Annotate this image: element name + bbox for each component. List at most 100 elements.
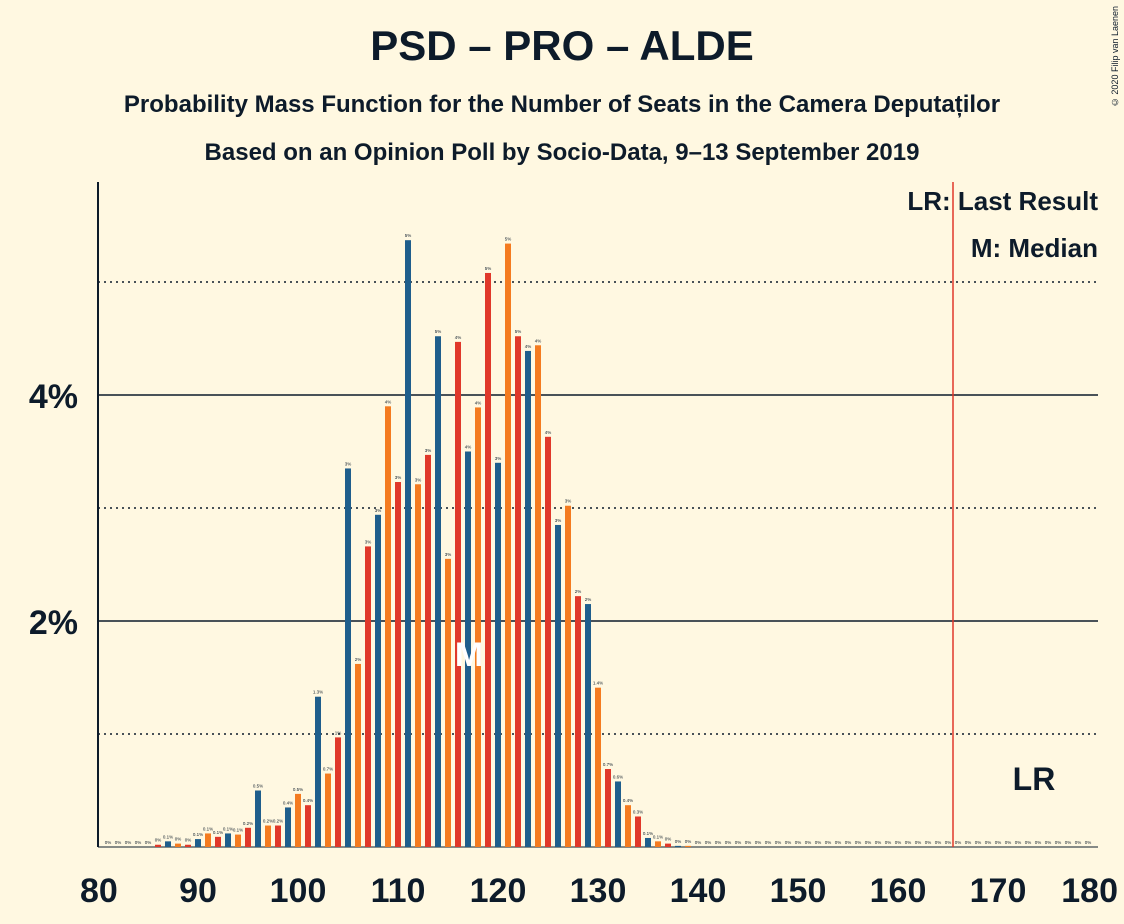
- x-tick-label: 140: [670, 872, 727, 910]
- bar-label-163: 0%: [925, 840, 932, 845]
- bar-label-114: 5%: [435, 329, 442, 334]
- bar-label-160: 0%: [895, 840, 902, 845]
- bar-label-87: 0.1%: [163, 834, 173, 839]
- bar-label-107: 3%: [365, 539, 372, 544]
- bar-label-148: 0%: [775, 840, 782, 845]
- bar-label-93: 0.1%: [223, 826, 233, 831]
- x-tick-label: 110: [371, 872, 426, 910]
- bar-label-150: 0%: [795, 840, 802, 845]
- bar-label-90: 0.1%: [193, 832, 203, 837]
- x-tick-label: 120: [470, 872, 527, 910]
- bar-label-168: 0%: [975, 840, 982, 845]
- bar-label-105: 3%: [345, 461, 352, 466]
- bar-114: [435, 336, 441, 847]
- bar-90: [195, 839, 201, 847]
- bar-107: [365, 546, 371, 847]
- y-tick-label: 4%: [29, 378, 78, 416]
- bar-label-97: 0.2%: [263, 819, 273, 824]
- bar-115: [445, 558, 451, 847]
- chart-subtitle-poll: Based on an Opinion Poll by Socio-Data, …: [204, 139, 920, 166]
- bar-118: [475, 407, 481, 847]
- bar-label-121: 5%: [505, 237, 512, 242]
- bar-label-82: 0%: [115, 840, 122, 845]
- bar-105: [345, 468, 351, 847]
- bar-label-156: 0%: [855, 840, 862, 845]
- chart-subtitle: Probability Mass Function for the Number…: [123, 91, 1001, 118]
- bar-label-119: 5%: [485, 266, 492, 271]
- bar-108: [375, 514, 381, 847]
- bar-130: [595, 687, 601, 847]
- bar-135: [645, 837, 651, 847]
- bar-label-147: 0%: [765, 840, 772, 845]
- bar-label-123: 4%: [525, 344, 532, 349]
- bar-label-84: 0%: [135, 840, 142, 845]
- bar-label-171: 0%: [1005, 840, 1012, 845]
- bar-label-146: 0%: [755, 840, 762, 845]
- legend-median: M: Median: [971, 233, 1098, 263]
- bar-label-100: 0.5%: [293, 787, 303, 792]
- bar-label-179: 0%: [1085, 840, 1092, 845]
- bar-label-91: 0.1%: [203, 826, 213, 831]
- bar-label-158: 0%: [875, 840, 882, 845]
- bar-99: [285, 807, 291, 847]
- bar-label-81: 0%: [105, 840, 112, 845]
- bar-label-95: 0.2%: [243, 821, 253, 826]
- bar-86: [155, 844, 161, 847]
- bar-label-154: 0%: [835, 840, 842, 845]
- x-tick-label: 150: [770, 872, 827, 910]
- bar-111: [405, 240, 411, 847]
- bar-label-117: 4%: [465, 445, 472, 450]
- bar-label-124: 4%: [535, 338, 542, 343]
- bar-label-92: 0.1%: [213, 830, 223, 835]
- bar-label-157: 0%: [865, 840, 872, 845]
- bar-label-140: 0%: [695, 840, 702, 845]
- bar-93: [225, 833, 231, 847]
- bar-label-176: 0%: [1055, 840, 1062, 845]
- chart-title: PSD – PRO – ALDE: [370, 22, 754, 69]
- bar-label-167: 0%: [965, 840, 972, 845]
- bar-131: [605, 769, 611, 847]
- bar-label-99: 0.4%: [283, 800, 293, 805]
- bar-100: [295, 793, 301, 847]
- bar-label-101: 0.4%: [303, 798, 313, 803]
- bar-label-103: 0.7%: [323, 767, 333, 772]
- bar-101: [305, 805, 311, 847]
- bar-label-151: 0%: [805, 840, 812, 845]
- bar-139: [685, 845, 691, 847]
- bar-125: [545, 436, 551, 847]
- bar-119: [485, 272, 491, 848]
- bar-label-164: 0%: [935, 840, 942, 845]
- bar-label-142: 0%: [715, 840, 722, 845]
- bar-98: [275, 825, 281, 847]
- x-tick-label: 160: [870, 872, 927, 910]
- bar-label-128: 2%: [575, 589, 582, 594]
- bar-label-122: 5%: [515, 329, 522, 334]
- bar-116: [455, 341, 461, 847]
- bar-134: [635, 816, 641, 847]
- bar-label-166: 0%: [955, 840, 962, 845]
- x-tick-label: 180: [1061, 872, 1118, 910]
- bar-label-106: 2%: [355, 657, 362, 662]
- bar-label-133: 0.4%: [623, 798, 633, 803]
- bar-label-177: 0%: [1065, 840, 1072, 845]
- bar-label-175: 0%: [1045, 840, 1052, 845]
- bar-113: [425, 454, 431, 847]
- bar-94: [235, 834, 241, 847]
- bar-102: [315, 696, 321, 847]
- bar-label-98: 0.2%: [273, 819, 283, 824]
- bar-label-170: 0%: [995, 840, 1002, 845]
- bar-132: [615, 781, 621, 847]
- bar-label-94: 0.1%: [233, 828, 243, 833]
- legend-last-result: LR: Last Result: [907, 186, 1098, 216]
- bar-label-144: 0%: [735, 840, 742, 845]
- bar-label-116: 4%: [455, 335, 462, 340]
- bar-92: [215, 836, 221, 847]
- bar-117: [465, 451, 471, 847]
- bar-label-131: 0.7%: [603, 762, 613, 767]
- bar-label-129: 2%: [585, 597, 592, 602]
- bar-label-149: 0%: [785, 840, 792, 845]
- bar-137: [665, 843, 671, 847]
- bar-122: [515, 336, 521, 847]
- bar-label-111: 5%: [405, 233, 412, 238]
